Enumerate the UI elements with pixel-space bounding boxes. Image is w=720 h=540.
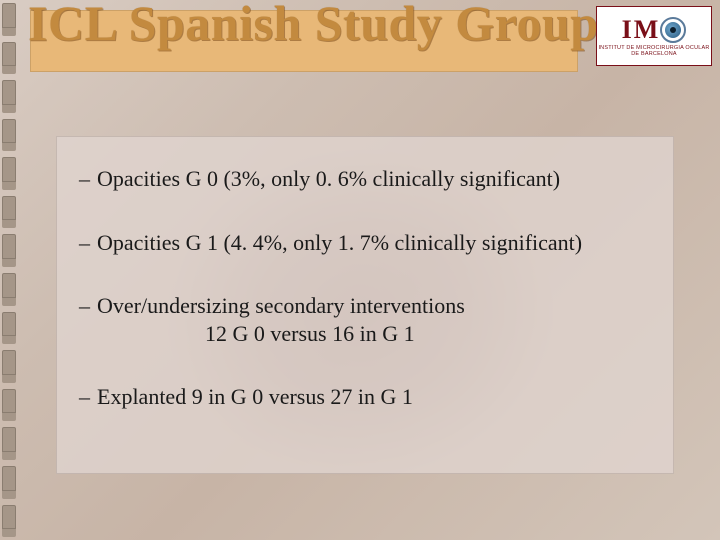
content-box: – Opacities G 0 (3%, only 0. 6% clinical… bbox=[56, 136, 674, 474]
list-item: – Explanted 9 in G 0 versus 27 in G 1 bbox=[79, 383, 651, 411]
slide: ICL Spanish Study Group I M INSTITUT DE … bbox=[0, 0, 720, 540]
eye-icon bbox=[660, 17, 686, 43]
film-strip-left bbox=[0, 0, 18, 540]
logo-letter-i: I bbox=[622, 17, 632, 43]
logo-letter-m: M bbox=[634, 17, 659, 43]
logo-subtitle: INSTITUT DE MICROCIRURGIA OCULAR DE BARC… bbox=[598, 45, 709, 57]
bullet-text: Opacities G 1 (4. 4%, only 1. 7% clinica… bbox=[97, 229, 651, 257]
list-item: – Over/undersizing secondary interventio… bbox=[79, 292, 651, 347]
bullet-text: Over/undersizing secondary interventions… bbox=[97, 292, 651, 347]
list-item: – Opacities G 1 (4. 4%, only 1. 7% clini… bbox=[79, 229, 651, 257]
list-item: – Opacities G 0 (3%, only 0. 6% clinical… bbox=[79, 165, 651, 193]
bullet-dash-icon: – bbox=[79, 229, 97, 257]
logo-main: I M bbox=[622, 17, 687, 43]
bullet-text: Explanted 9 in G 0 versus 27 in G 1 bbox=[97, 383, 651, 411]
bullet-dash-icon: – bbox=[79, 292, 97, 320]
slide-title: ICL Spanish Study Group bbox=[28, 0, 599, 52]
bullet-dash-icon: – bbox=[79, 165, 97, 193]
bullet-dash-icon: – bbox=[79, 383, 97, 411]
logo: I M INSTITUT DE MICROCIRURGIA OCULAR DE … bbox=[596, 6, 712, 66]
bullet-text: Opacities G 0 (3%, only 0. 6% clinically… bbox=[97, 165, 651, 193]
